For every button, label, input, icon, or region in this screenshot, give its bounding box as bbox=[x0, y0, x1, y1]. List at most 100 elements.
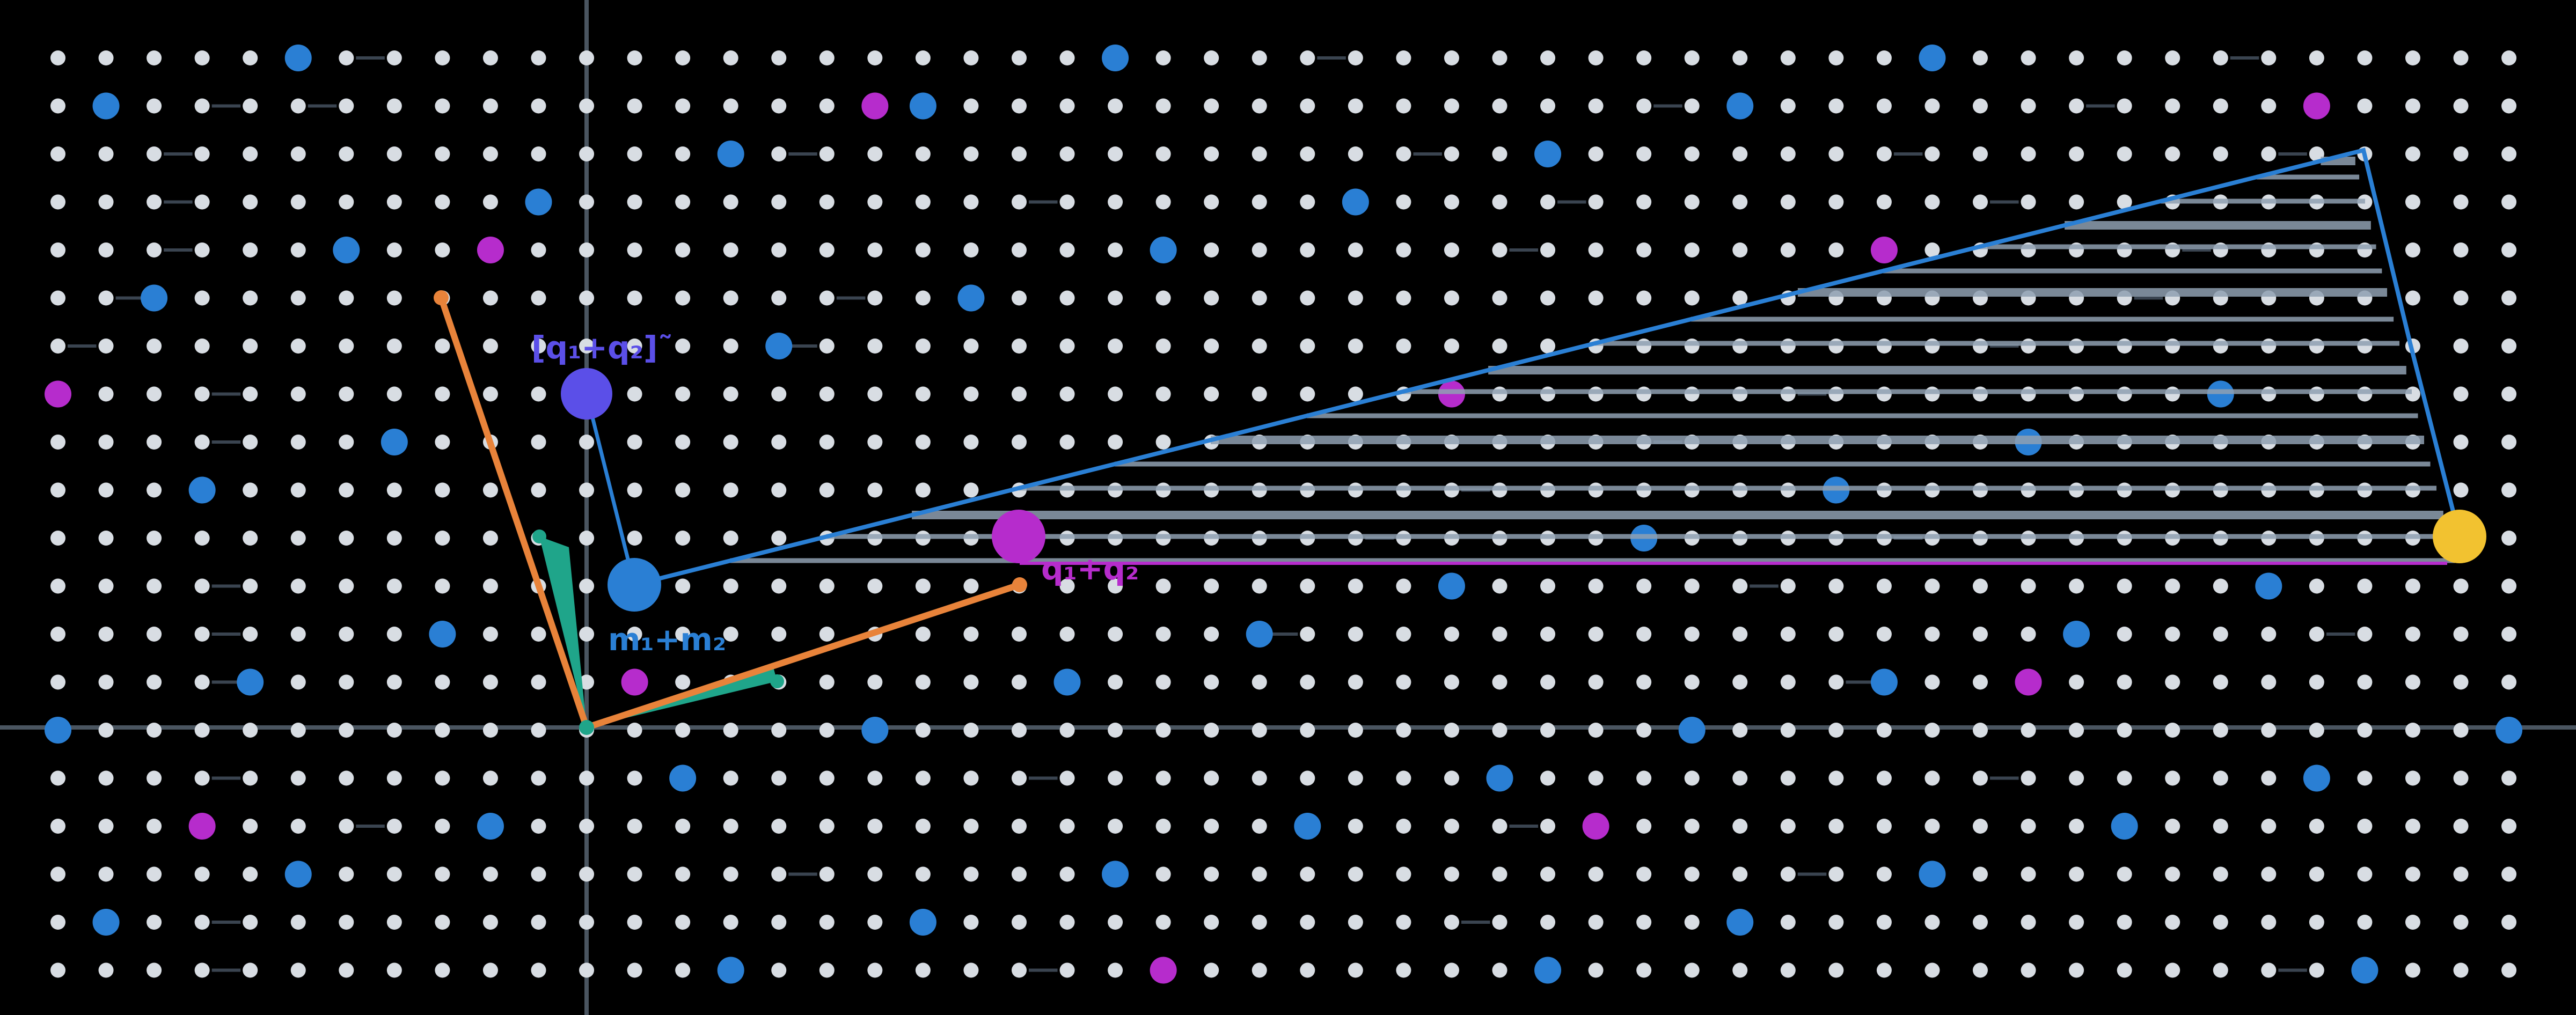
lattice-point bbox=[579, 242, 595, 258]
lattice-point bbox=[243, 627, 258, 642]
lattice-point bbox=[867, 386, 883, 402]
lattice-point bbox=[1252, 339, 1267, 354]
lattice-point bbox=[579, 482, 595, 498]
lattice-point bbox=[1684, 339, 1700, 354]
lattice-point bbox=[147, 723, 162, 738]
lattice-point bbox=[723, 531, 738, 546]
lattice-point bbox=[1012, 435, 1027, 450]
lattice-point bbox=[579, 627, 595, 642]
lattice-point bbox=[675, 50, 691, 65]
lattice-point bbox=[1732, 627, 1748, 642]
lattice-point bbox=[1396, 915, 1411, 930]
lattice-point bbox=[1588, 770, 1604, 786]
teal-wedge-upper bbox=[539, 536, 587, 727]
lattice-point-blue bbox=[1534, 141, 1562, 167]
lattice-point bbox=[1492, 290, 1507, 306]
lattice-point bbox=[1636, 770, 1652, 786]
lattice-point bbox=[915, 962, 931, 978]
lattice-point bbox=[627, 50, 642, 65]
lattice-point bbox=[771, 242, 787, 258]
lattice-point-blue bbox=[1150, 237, 1177, 263]
lattice-point bbox=[147, 98, 162, 114]
lattice-point bbox=[50, 242, 65, 258]
lattice-point bbox=[2453, 915, 2469, 930]
lattice-point bbox=[435, 578, 450, 594]
lattice-point bbox=[482, 194, 498, 210]
lattice-point bbox=[2021, 819, 2036, 834]
lattice-point bbox=[386, 50, 402, 65]
lattice-point bbox=[50, 770, 65, 786]
lattice-point bbox=[243, 98, 258, 114]
lattice-point bbox=[1012, 915, 1027, 930]
lattice-point bbox=[147, 674, 162, 690]
lattice-point bbox=[1444, 194, 1459, 210]
lattice-point bbox=[1588, 50, 1604, 65]
lattice-point bbox=[1396, 290, 1411, 306]
lattice-point bbox=[2261, 339, 2277, 354]
lattice-point bbox=[1636, 578, 1652, 594]
lattice-point-blue bbox=[2303, 764, 2330, 792]
lattice-point bbox=[819, 290, 835, 306]
lattice-point bbox=[1108, 435, 1123, 450]
lattice-point bbox=[771, 194, 787, 210]
lattice-point bbox=[1876, 194, 1892, 210]
lattice-point bbox=[290, 674, 306, 690]
lattice-point bbox=[1492, 578, 1507, 594]
lattice-point bbox=[2213, 98, 2228, 114]
lattice-point bbox=[243, 578, 258, 594]
lattice-point bbox=[1012, 146, 1027, 161]
lattice-point bbox=[1300, 915, 1315, 930]
lattice-point bbox=[290, 339, 306, 354]
lattice-point bbox=[963, 482, 979, 498]
lattice-point bbox=[1444, 242, 1459, 258]
lattice-point bbox=[482, 866, 498, 882]
lattice-point bbox=[771, 627, 787, 642]
lattice-point bbox=[723, 194, 738, 210]
lattice-point bbox=[1348, 242, 1363, 258]
lattice-point bbox=[194, 435, 210, 450]
lattice-point bbox=[1588, 674, 1604, 690]
lattice-point bbox=[1204, 819, 1219, 834]
lattice-point bbox=[194, 339, 210, 354]
lattice-point bbox=[1924, 146, 1940, 161]
lattice-point bbox=[1012, 290, 1027, 306]
lattice-point bbox=[1732, 242, 1748, 258]
lattice-point bbox=[1348, 50, 1363, 65]
lattice-point bbox=[2453, 194, 2469, 210]
lattice-point bbox=[1973, 194, 1988, 210]
lattice-point bbox=[194, 578, 210, 594]
lattice-point bbox=[2213, 819, 2228, 834]
lattice-point bbox=[819, 962, 835, 978]
lattice-point-blue bbox=[765, 333, 793, 359]
lattice-point bbox=[915, 866, 931, 882]
lattice-point bbox=[723, 386, 738, 402]
lattice-point bbox=[2069, 98, 2084, 114]
lattice-point bbox=[2405, 194, 2420, 210]
lattice-point bbox=[1828, 50, 1844, 65]
lattice-point bbox=[627, 146, 642, 161]
lattice-point bbox=[867, 770, 883, 786]
lattice-point bbox=[386, 915, 402, 930]
lattice-point bbox=[2261, 915, 2277, 930]
lattice-point bbox=[1924, 194, 1940, 210]
lattice-point bbox=[2501, 98, 2517, 114]
lattice-point bbox=[627, 482, 642, 498]
lattice-point bbox=[2069, 339, 2084, 354]
lattice-point bbox=[1973, 962, 1988, 978]
lattice-point bbox=[339, 531, 354, 546]
lattice-point bbox=[1444, 50, 1459, 65]
lattice-point bbox=[1059, 242, 1075, 258]
lattice-point bbox=[1876, 627, 1892, 642]
lattice-point bbox=[1636, 627, 1652, 642]
magenta-sum-node bbox=[992, 510, 1045, 563]
orange-vector-upper bbox=[438, 297, 590, 729]
lattice-point bbox=[386, 674, 402, 690]
lattice-point bbox=[1684, 770, 1700, 786]
lattice-point bbox=[915, 435, 931, 450]
lattice-point bbox=[1108, 674, 1123, 690]
lattice-point bbox=[915, 819, 931, 834]
lattice-point bbox=[1540, 770, 1556, 786]
lattice-point bbox=[867, 435, 883, 450]
lattice-point bbox=[2069, 962, 2084, 978]
